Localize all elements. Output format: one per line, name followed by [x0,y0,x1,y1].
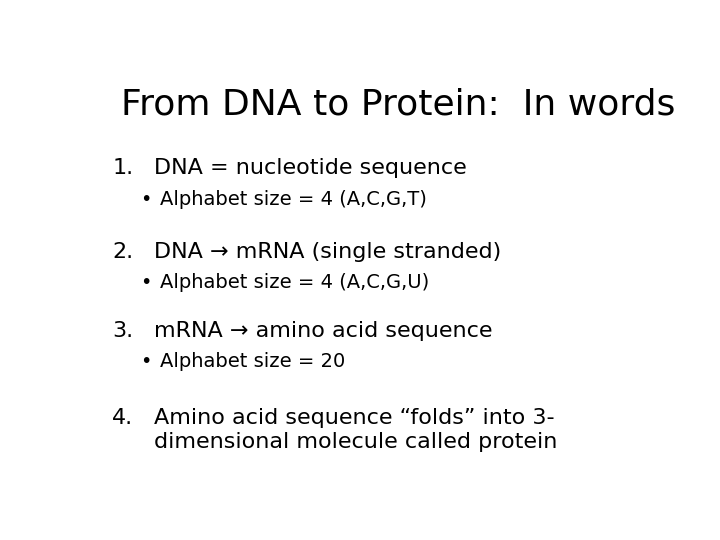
Text: Alphabet size = 4 (A,C,G,U): Alphabet size = 4 (A,C,G,U) [160,273,429,292]
Text: 2.: 2. [112,241,133,261]
Text: •: • [140,190,151,208]
Text: 4.: 4. [112,408,133,428]
Text: •: • [140,352,151,370]
Text: 1.: 1. [112,158,133,178]
Text: •: • [140,273,151,292]
Text: Alphabet size = 4 (A,C,G,T): Alphabet size = 4 (A,C,G,T) [160,190,427,208]
Text: From DNA to Protein:  In words: From DNA to Protein: In words [121,87,675,122]
Text: 3.: 3. [112,321,133,341]
Text: Amino acid sequence “folds” into 3-
dimensional molecule called protein: Amino acid sequence “folds” into 3- dime… [154,408,557,452]
Text: DNA → mRNA (single stranded): DNA → mRNA (single stranded) [154,241,501,261]
Text: DNA = nucleotide sequence: DNA = nucleotide sequence [154,158,467,178]
Text: mRNA → amino acid sequence: mRNA → amino acid sequence [154,321,492,341]
Text: Alphabet size = 20: Alphabet size = 20 [160,352,345,370]
